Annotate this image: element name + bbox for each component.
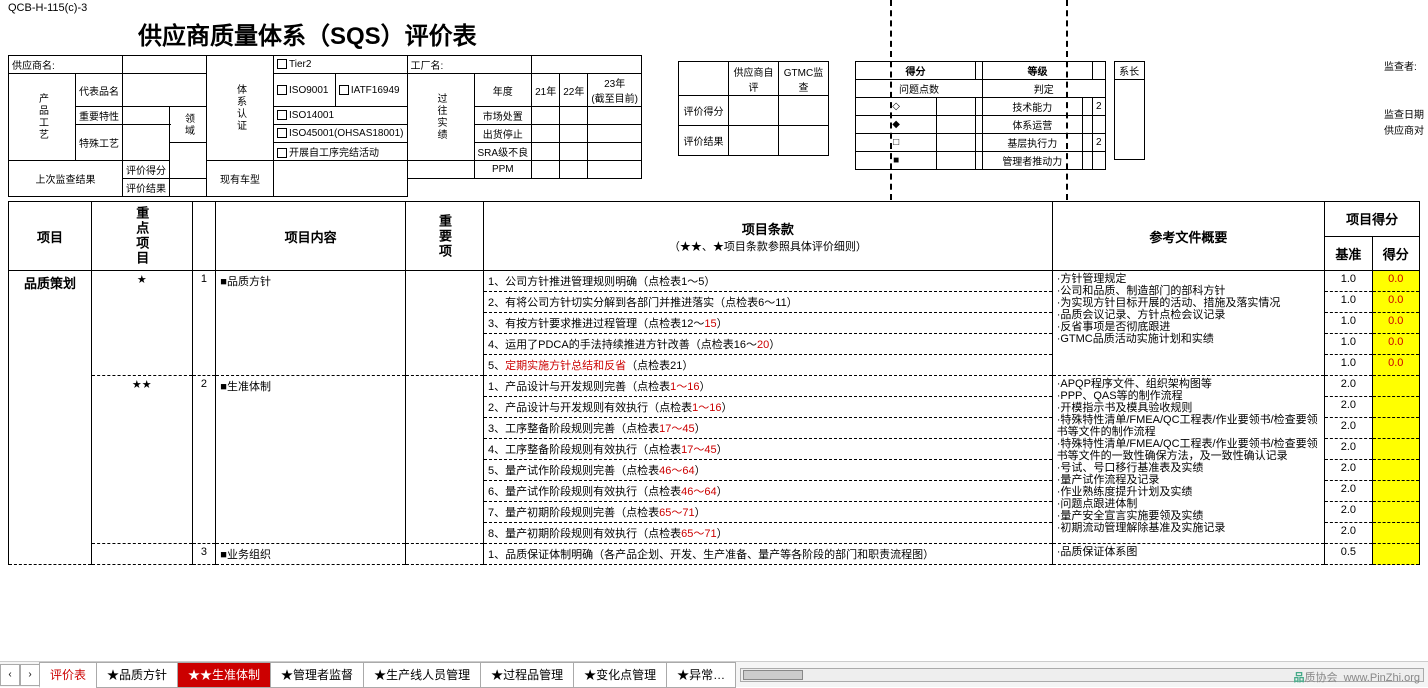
- sheet-tab[interactable]: ★★生准体制: [177, 662, 271, 688]
- clause-cell: 1、产品设计与开发规则完善（点检表1～16）: [484, 376, 1053, 397]
- ref-cell: ·方针管理规定 ·公司和品质、制造部门的部科方针 ·为实现方针目标开展的活动、措…: [1052, 271, 1324, 376]
- score-cell: 0.0: [1372, 271, 1419, 292]
- item-title: ■业务组织: [216, 544, 406, 565]
- star-cell: ★: [91, 271, 192, 376]
- main-table: 项目 重点项目 项目内容 重要项 项目条款（★★、★项目条款参照具体评价细则） …: [8, 201, 1420, 565]
- star-cell: ★★: [91, 376, 192, 544]
- base-score: 2.0: [1325, 502, 1372, 523]
- clause-cell: 7、量产初期阶段规则完善（点检表65～71）: [484, 502, 1053, 523]
- clause-cell: 4、工序整备阶段规则有效执行（点检表17～45）: [484, 439, 1053, 460]
- sheet-tab[interactable]: ★异常…: [666, 662, 736, 688]
- star-cell: [91, 544, 192, 565]
- clause-cell: 8、量产初期阶段规则有效执行（点检表65～71）: [484, 523, 1053, 544]
- score-cell: [1372, 460, 1419, 481]
- sheet-tabs: ‹ › 评价表★品质方针★★生准体制★管理者监督★生产线人员管理★过程品管理★变…: [0, 661, 1428, 687]
- score-cell: [1372, 502, 1419, 523]
- item-title: ■生准体制: [216, 376, 406, 544]
- score-cell: 0.0: [1372, 313, 1419, 334]
- header-left-table: 供应商名: 体系认证 Tier2 工厂名: 产品工艺 代表品名 ISO9001 …: [8, 55, 642, 197]
- clause-cell: 4、运用了PDCA的手法持续推进方针改善（点检表16～20）: [484, 334, 1053, 355]
- sheet-tab[interactable]: ★品质方针: [96, 662, 178, 688]
- nav-first[interactable]: ‹: [0, 664, 20, 686]
- base-score: 1.0: [1325, 334, 1372, 355]
- section-name: 品质策划: [9, 271, 92, 565]
- base-score: 1.0: [1325, 271, 1372, 292]
- score-cell: [1372, 397, 1419, 418]
- clause-cell: 6、量产试作阶段规则有效执行（点检表46～64）: [484, 481, 1053, 502]
- score-cell: [1372, 439, 1419, 460]
- score-cell: 0.0: [1372, 334, 1419, 355]
- ref-cell: ·品质保证体系图: [1052, 544, 1324, 565]
- watermark: 品质协会 www.PinZhi.org: [1293, 669, 1420, 685]
- base-score: 0.5: [1325, 544, 1372, 565]
- base-score: 2.0: [1325, 376, 1372, 397]
- item-title: ■品质方针: [216, 271, 406, 376]
- score-cell: [1372, 418, 1419, 439]
- ref-cell: ·APQP程序文件、组织架构图等 ·PPP、QAS等的制作流程 ·开模指示书及模…: [1052, 376, 1324, 544]
- doc-code: QCB-H-115(c)-3: [8, 0, 1420, 16]
- clause-cell: 2、有将公司方针切实分解到各部门并推进落实（点检表6～11）: [484, 292, 1053, 313]
- base-score: 1.0: [1325, 355, 1372, 376]
- clause-cell: 2、产品设计与开发规则有效执行（点检表1～16）: [484, 397, 1053, 418]
- score-cell: [1372, 523, 1419, 544]
- item-num: 2: [192, 376, 216, 544]
- sheet-tab[interactable]: ★生产线人员管理: [363, 662, 481, 688]
- sheet-tab[interactable]: ★过程品管理: [480, 662, 574, 688]
- base-score: 1.0: [1325, 313, 1372, 334]
- base-score: 2.0: [1325, 418, 1372, 439]
- score-cell: [1372, 481, 1419, 502]
- nav-prev[interactable]: ›: [20, 664, 40, 686]
- item-num: 3: [192, 544, 216, 565]
- clause-cell: 1、公司方针推进管理规则明确（点检表1～5）: [484, 271, 1053, 292]
- base-score: 2.0: [1325, 397, 1372, 418]
- sheet-tab[interactable]: ★管理者监督: [270, 662, 364, 688]
- base-score: 2.0: [1325, 481, 1372, 502]
- score-cell: 0.0: [1372, 292, 1419, 313]
- score-cell: [1372, 376, 1419, 397]
- base-score: 2.0: [1325, 523, 1372, 544]
- clause-cell: 3、工序整备阶段规则完善（点检表17～45）: [484, 418, 1053, 439]
- page-title: 供应商质量体系（SQS）评价表: [138, 16, 1420, 51]
- base-score: 1.0: [1325, 292, 1372, 313]
- sys-head-table: 系长: [1114, 61, 1145, 160]
- item-num: 1: [192, 271, 216, 376]
- sheet-tab[interactable]: 评价表: [39, 662, 97, 688]
- base-score: 2.0: [1325, 439, 1372, 460]
- clause-cell: 3、有按方针要求推进过程管理（点检表12～15）: [484, 313, 1053, 334]
- clause-cell: 5、量产试作阶段规则完善（点检表46～64）: [484, 460, 1053, 481]
- clause-cell: 1、品质保证体制明确（各产品企划、开发、生产准备、量产等各阶段的部门和职责流程图…: [484, 544, 1053, 565]
- base-score: 2.0: [1325, 460, 1372, 481]
- sheet-tab[interactable]: ★变化点管理: [573, 662, 667, 688]
- self-eval-table: 供应商自评GTMC监查 评价得分 评价结果: [678, 61, 829, 156]
- right-labels: 监查者: 监查日期 供应商对: [1384, 60, 1424, 140]
- score-cell: 0.0: [1372, 355, 1419, 376]
- score-cell: [1372, 544, 1419, 565]
- clause-cell: 5、定期实施方针总结和反省（点检表21）: [484, 355, 1053, 376]
